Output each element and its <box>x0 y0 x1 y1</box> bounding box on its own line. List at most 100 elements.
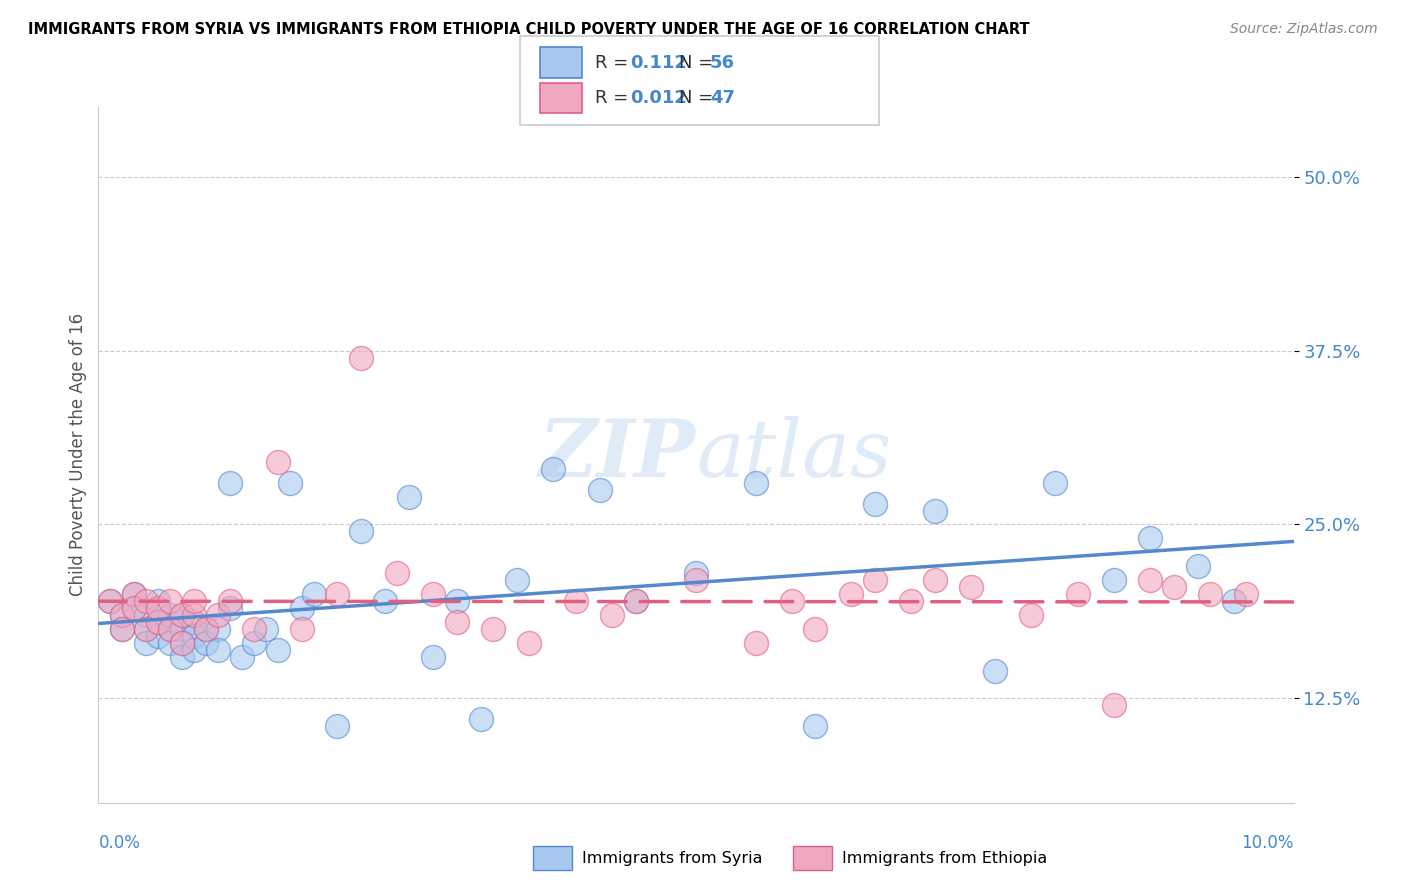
Point <box>148 594 170 608</box>
Point <box>254 622 277 636</box>
Point <box>745 475 768 490</box>
Point <box>841 587 863 601</box>
Point <box>398 490 420 504</box>
Text: Immigrants from Syria: Immigrants from Syria <box>582 851 762 865</box>
Point <box>865 573 887 587</box>
Point <box>124 601 146 615</box>
Point <box>135 622 157 636</box>
Point <box>219 594 242 608</box>
Text: 0.112: 0.112 <box>630 54 686 71</box>
Point <box>1104 573 1126 587</box>
Text: IMMIGRANTS FROM SYRIA VS IMMIGRANTS FROM ETHIOPIA CHILD POVERTY UNDER THE AGE OF: IMMIGRANTS FROM SYRIA VS IMMIGRANTS FROM… <box>28 22 1029 37</box>
Point <box>290 622 312 636</box>
Point <box>541 462 564 476</box>
Point <box>470 712 492 726</box>
Point <box>865 497 887 511</box>
Point <box>278 475 301 490</box>
Text: N =: N = <box>679 89 718 107</box>
Text: 0.0%: 0.0% <box>98 834 141 852</box>
Point <box>267 455 290 469</box>
Point <box>159 607 181 622</box>
Point <box>124 587 146 601</box>
Point <box>172 607 194 622</box>
Point <box>600 607 623 622</box>
Point <box>135 607 157 622</box>
Point <box>481 622 505 636</box>
Point <box>111 607 134 622</box>
Point <box>207 607 229 622</box>
Point <box>589 483 612 497</box>
Point <box>422 649 444 664</box>
Point <box>685 573 707 587</box>
Text: Source: ZipAtlas.com: Source: ZipAtlas.com <box>1230 22 1378 37</box>
Text: 10.0%: 10.0% <box>1241 834 1294 852</box>
Point <box>326 719 349 733</box>
Point <box>111 607 134 622</box>
Point <box>98 594 122 608</box>
Point <box>960 580 983 594</box>
Point <box>219 601 242 615</box>
Point <box>135 622 157 636</box>
Point <box>183 642 205 657</box>
Point <box>1187 559 1209 574</box>
Text: 0.012: 0.012 <box>630 89 686 107</box>
Point <box>804 719 827 733</box>
Point <box>219 475 242 490</box>
Point <box>111 622 134 636</box>
Y-axis label: Child Poverty Under the Age of 16: Child Poverty Under the Age of 16 <box>69 313 87 597</box>
Point <box>1067 587 1090 601</box>
Point <box>1043 475 1066 490</box>
Point <box>124 587 146 601</box>
Text: R =: R = <box>595 89 634 107</box>
Point <box>135 636 157 650</box>
Text: N =: N = <box>679 54 718 71</box>
Point <box>243 622 266 636</box>
Text: ZIP: ZIP <box>538 417 696 493</box>
Point <box>1163 580 1185 594</box>
Point <box>243 636 266 650</box>
Point <box>135 594 157 608</box>
Point <box>159 636 181 650</box>
Point <box>172 636 194 650</box>
Point <box>172 607 194 622</box>
Point <box>804 622 827 636</box>
Text: atlas: atlas <box>696 417 891 493</box>
Point <box>172 622 194 636</box>
Point <box>194 622 218 636</box>
Point <box>183 615 205 629</box>
Point <box>624 594 647 608</box>
Point <box>780 594 803 608</box>
Point <box>422 587 444 601</box>
Point <box>148 629 170 643</box>
Text: 56: 56 <box>710 54 735 71</box>
Point <box>517 636 540 650</box>
Point <box>172 636 194 650</box>
Point <box>183 594 205 608</box>
Point <box>1223 594 1246 608</box>
Point <box>624 594 647 608</box>
Point <box>565 594 588 608</box>
Point <box>148 615 170 629</box>
Point <box>207 622 229 636</box>
Point <box>446 615 468 629</box>
Point <box>148 601 170 615</box>
Text: 47: 47 <box>710 89 735 107</box>
Point <box>350 524 373 539</box>
Point <box>194 636 218 650</box>
Point <box>374 594 396 608</box>
Point <box>207 642 229 657</box>
Point <box>98 594 122 608</box>
Point <box>900 594 922 608</box>
Point <box>385 566 409 581</box>
Text: Immigrants from Ethiopia: Immigrants from Ethiopia <box>842 851 1047 865</box>
Point <box>1019 607 1042 622</box>
Point <box>231 649 253 664</box>
Point <box>172 649 194 664</box>
Point <box>326 587 349 601</box>
Point <box>506 573 529 587</box>
Point <box>183 629 205 643</box>
Point <box>290 601 312 615</box>
Text: R =: R = <box>595 54 634 71</box>
Point <box>350 351 373 365</box>
Point <box>446 594 468 608</box>
